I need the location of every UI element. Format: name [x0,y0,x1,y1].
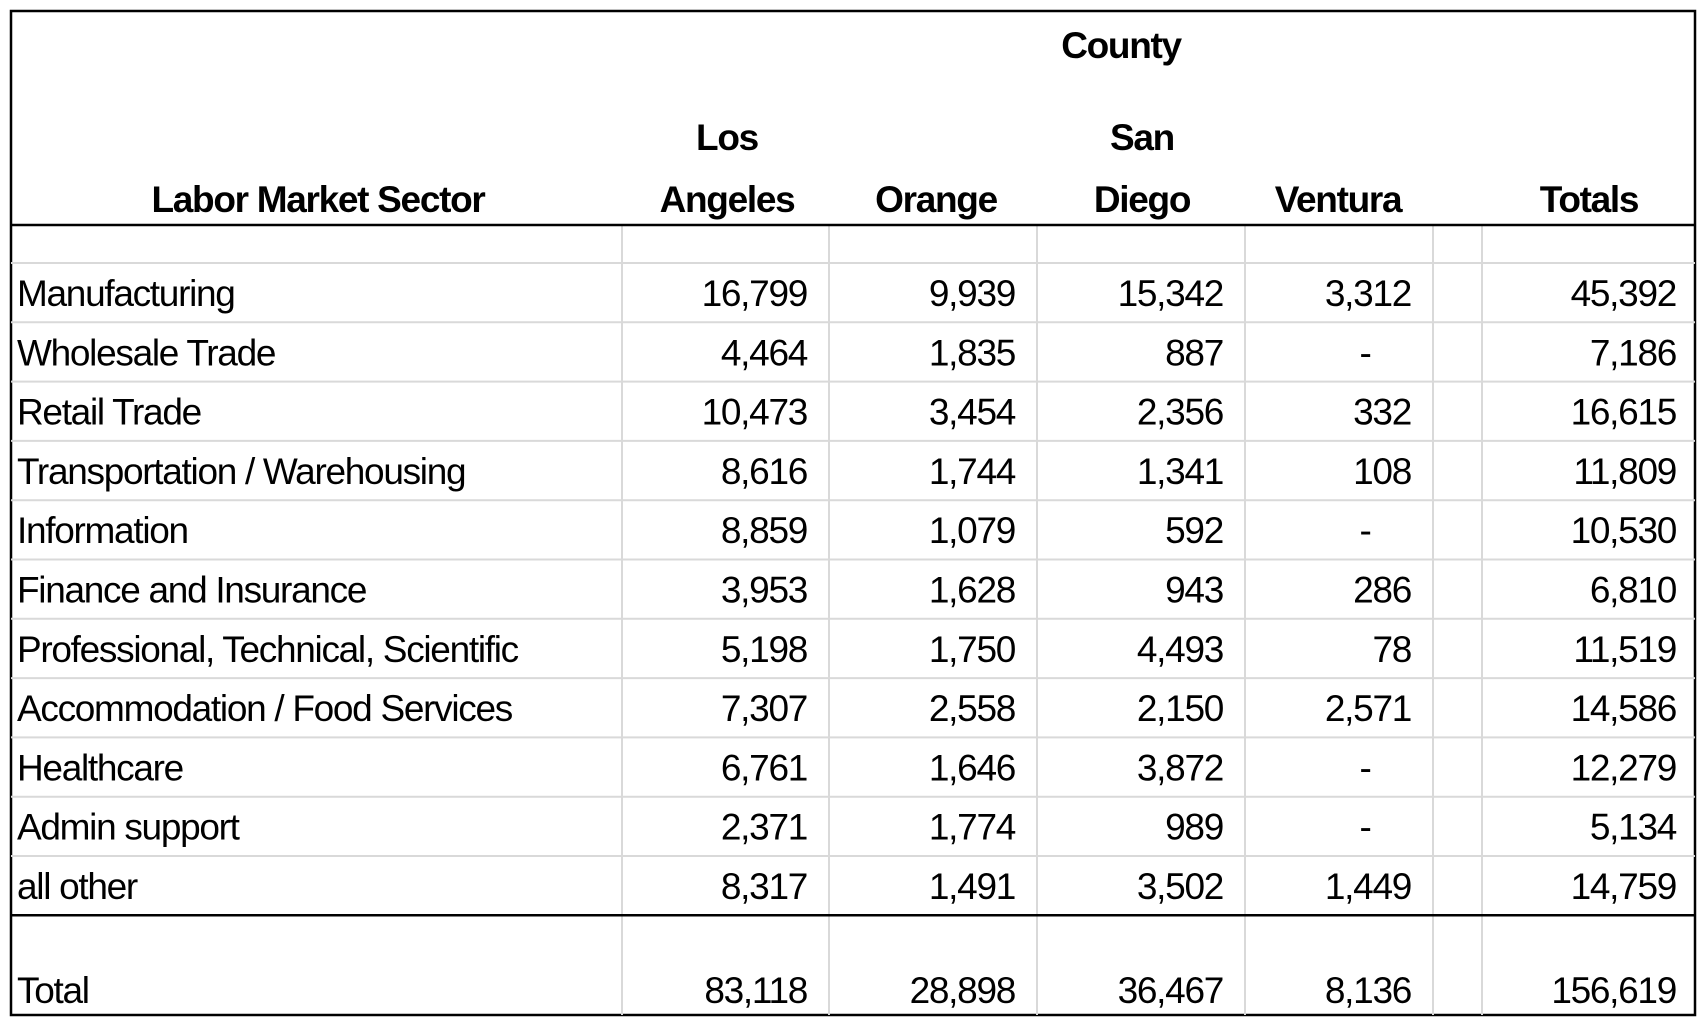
value-cell: 11,519 [1573,629,1676,670]
group-title: County [1061,25,1182,66]
value-cell: 3,312 [1325,273,1411,314]
sector-cell: Transportation / Warehousing [17,451,465,492]
column-header: Labor Market Sector [151,179,485,220]
value-cell: 9,939 [929,273,1015,314]
value-cell: 2,571 [1325,688,1411,729]
value-cell: 16,799 [702,273,807,314]
value-cell: 286 [1353,570,1411,611]
value-cell: 36,467 [1118,970,1223,1011]
value-cell: 332 [1353,392,1411,433]
value-cell: 1,646 [929,747,1015,788]
column-header: Totals [1540,179,1639,220]
value-cell: 5,198 [721,629,807,670]
sector-cell: Finance and Insurance [17,570,366,611]
value-cell: 14,586 [1571,688,1676,729]
column-header: Ventura [1275,179,1403,220]
value-cell: 2,558 [929,688,1015,729]
column-header: Angeles [660,179,796,220]
column-header: Los [696,117,759,158]
value-cell: 1,835 [929,332,1016,373]
value-cell: 83,118 [704,970,807,1011]
value-cell: - [1359,747,1370,788]
value-cell: 16,615 [1571,392,1677,433]
value-cell: 6,810 [1590,570,1677,611]
sector-cell: Retail Trade [17,392,201,433]
value-cell: 14,759 [1571,866,1676,907]
value-cell: 7,186 [1590,332,1676,373]
sector-cell: Information [17,510,188,551]
value-cell: 45,392 [1571,273,1676,314]
value-cell: 2,371 [721,807,807,848]
value-cell: 943 [1165,570,1223,611]
value-cell: 8,859 [721,510,807,551]
value-cell: 592 [1165,510,1223,551]
value-cell: 28,898 [910,970,1015,1011]
sector-cell: Admin support [17,807,241,848]
value-cell: 3,454 [929,392,1016,433]
value-cell: 7,307 [721,688,807,729]
table-border [9,9,1697,1017]
value-cell: 1,774 [929,807,1016,848]
value-cell: - [1359,510,1370,551]
value-cell: 989 [1165,807,1223,848]
value-cell: 108 [1353,451,1411,492]
value-cell: 78 [1372,629,1411,670]
value-cell: 12,279 [1571,747,1676,788]
value-cell: 10,473 [702,392,807,433]
sector-cell: Accommodation / Food Services [17,688,513,729]
value-cell: 11,809 [1573,451,1676,492]
sector-cell: Professional, Technical, Scientific [17,629,519,670]
sector-cell: Total [17,970,89,1011]
sector-cell: all other [17,866,138,907]
sector-cell: Healthcare [17,747,183,788]
value-cell: 156,619 [1551,970,1676,1011]
value-cell: 15,342 [1118,273,1223,314]
value-cell: - [1359,807,1370,848]
value-cell: 3,502 [1137,866,1223,907]
value-cell: 1,628 [929,570,1015,611]
column-header: San [1110,117,1174,158]
value-cell: 4,493 [1137,629,1223,670]
column-header: Orange [875,179,997,220]
sector-cell: Manufacturing [17,273,235,314]
value-cell: 3,872 [1137,747,1223,788]
column-header: Diego [1094,179,1191,220]
value-cell: 8,136 [1325,970,1411,1011]
value-cell: 887 [1165,332,1223,373]
value-cell: 2,150 [1137,688,1224,729]
value-cell: 1,449 [1325,866,1411,907]
value-cell: 8,616 [721,451,807,492]
value-cell: 10,530 [1571,510,1677,551]
sector-cell: Wholesale Trade [17,332,275,373]
value-cell: 5,134 [1590,807,1677,848]
value-cell: 1,079 [929,510,1015,551]
value-cell: 1,744 [929,451,1016,492]
value-cell: 3,953 [721,570,807,611]
value-cell: - [1359,332,1370,373]
value-cell: 8,317 [721,866,807,907]
value-cell: 1,491 [929,866,1015,907]
value-cell: 4,464 [721,332,808,373]
value-cell: 6,761 [721,747,807,788]
value-cell: 1,341 [1137,451,1223,492]
value-cell: 2,356 [1137,392,1223,433]
value-cell: 1,750 [929,629,1016,670]
